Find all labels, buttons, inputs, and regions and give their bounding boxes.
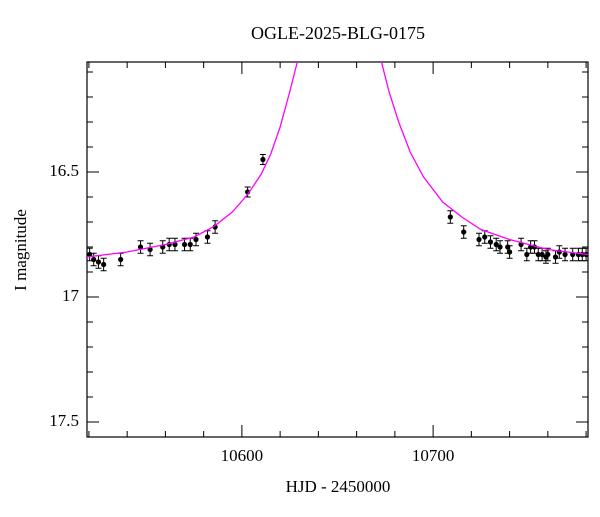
data-point [187, 241, 193, 248]
x-axis-label: HJD - 2450000 [286, 477, 391, 496]
model-curve [380, 62, 588, 256]
data-point [172, 241, 178, 248]
data-point [204, 234, 211, 240]
plot-frame [86, 61, 589, 438]
data-point [545, 251, 551, 258]
data-point [506, 249, 513, 255]
data-point [447, 214, 453, 220]
data-point [497, 244, 503, 250]
data-point [539, 251, 545, 258]
model-curve [87, 62, 298, 258]
x-tick-label: 10600 [221, 446, 264, 465]
data-point [260, 156, 266, 163]
data-point [101, 261, 107, 268]
data-point [181, 241, 188, 248]
data-point [476, 236, 482, 243]
data-point [137, 244, 144, 250]
chart-title: OGLE-2025-BLG-0175 [251, 23, 425, 43]
y-tick-label: 17 [62, 286, 80, 305]
data-point [95, 259, 102, 265]
y-axis-label: I magnitude [11, 209, 30, 291]
y-tick-label: 16.5 [49, 161, 79, 180]
data-point [552, 254, 559, 260]
x-tick-label: 10700 [412, 446, 455, 465]
data-point [535, 251, 541, 258]
plot-area [87, 62, 588, 272]
data-point [562, 251, 568, 258]
y-tick-label: 17.5 [49, 411, 79, 430]
data-point [91, 256, 97, 263]
data-point [461, 229, 467, 235]
data-point [487, 239, 494, 245]
data-point [482, 234, 488, 240]
data-point [193, 236, 199, 243]
data-point [524, 251, 530, 258]
data-point [493, 241, 499, 248]
data-point [118, 256, 124, 263]
